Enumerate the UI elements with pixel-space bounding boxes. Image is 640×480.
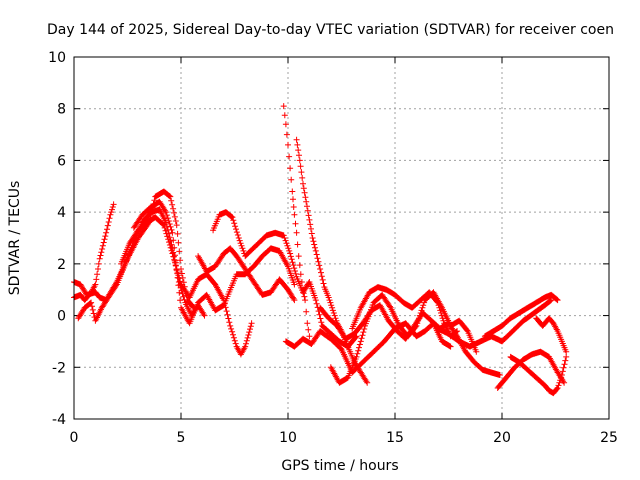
series-track-6 (195, 245, 298, 304)
series-track-8 (280, 103, 313, 340)
series-track-1 (71, 201, 117, 304)
y-tick-label: -4 (52, 412, 66, 428)
y-tick-label: 8 (57, 102, 66, 118)
data-point-marks (494, 348, 568, 391)
y-axis-label: SDTVAR / TECUs (7, 181, 23, 296)
series-track-5 (130, 198, 298, 327)
data-point-marks (317, 302, 503, 378)
y-tick-label: 6 (57, 153, 66, 169)
data-point-marks (481, 291, 561, 340)
data-point-marks (280, 103, 313, 340)
data-point-marks (210, 209, 360, 350)
y-tick-label: -2 (52, 360, 66, 376)
series-track-7 (210, 209, 360, 350)
data-point-marks (349, 284, 461, 340)
chart-title: Day 144 of 2025, Sidereal Day-to-day VTE… (47, 22, 614, 38)
data-point-marks (71, 201, 117, 304)
x-tick-label: 10 (279, 430, 297, 446)
y-axis-ticks: -4 -2 0 2 4 6 8 10 (48, 50, 609, 428)
series-track-15 (481, 291, 561, 340)
x-tick-label: 25 (600, 430, 618, 446)
series-track-16 (494, 348, 568, 391)
x-tick-label: 0 (70, 430, 79, 446)
data-point-marks (507, 353, 570, 397)
plot-frame (73, 56, 610, 420)
series-track-14 (434, 297, 555, 350)
x-tick-label: 15 (386, 430, 404, 446)
data-marks (71, 103, 570, 397)
grid (74, 57, 609, 419)
series-track-18 (533, 315, 570, 355)
data-point-marks (130, 198, 298, 327)
y-tick-label: 4 (57, 205, 66, 221)
x-axis-ticks: 0 5 10 15 20 25 (70, 57, 618, 446)
x-tick-label: 20 (493, 430, 511, 446)
series-track-13 (349, 284, 461, 340)
x-tick-label: 5 (177, 430, 186, 446)
y-tick-label: 10 (48, 50, 66, 66)
data-point-marks (195, 245, 298, 304)
y-tick-label: 0 (57, 309, 66, 325)
series-track-17 (507, 353, 570, 397)
data-point-marks (533, 315, 570, 355)
series-track-12 (317, 302, 503, 378)
y-tick-label: 2 (57, 257, 66, 273)
data-point-marks (434, 297, 555, 350)
x-axis-label: GPS time / hours (281, 458, 398, 474)
